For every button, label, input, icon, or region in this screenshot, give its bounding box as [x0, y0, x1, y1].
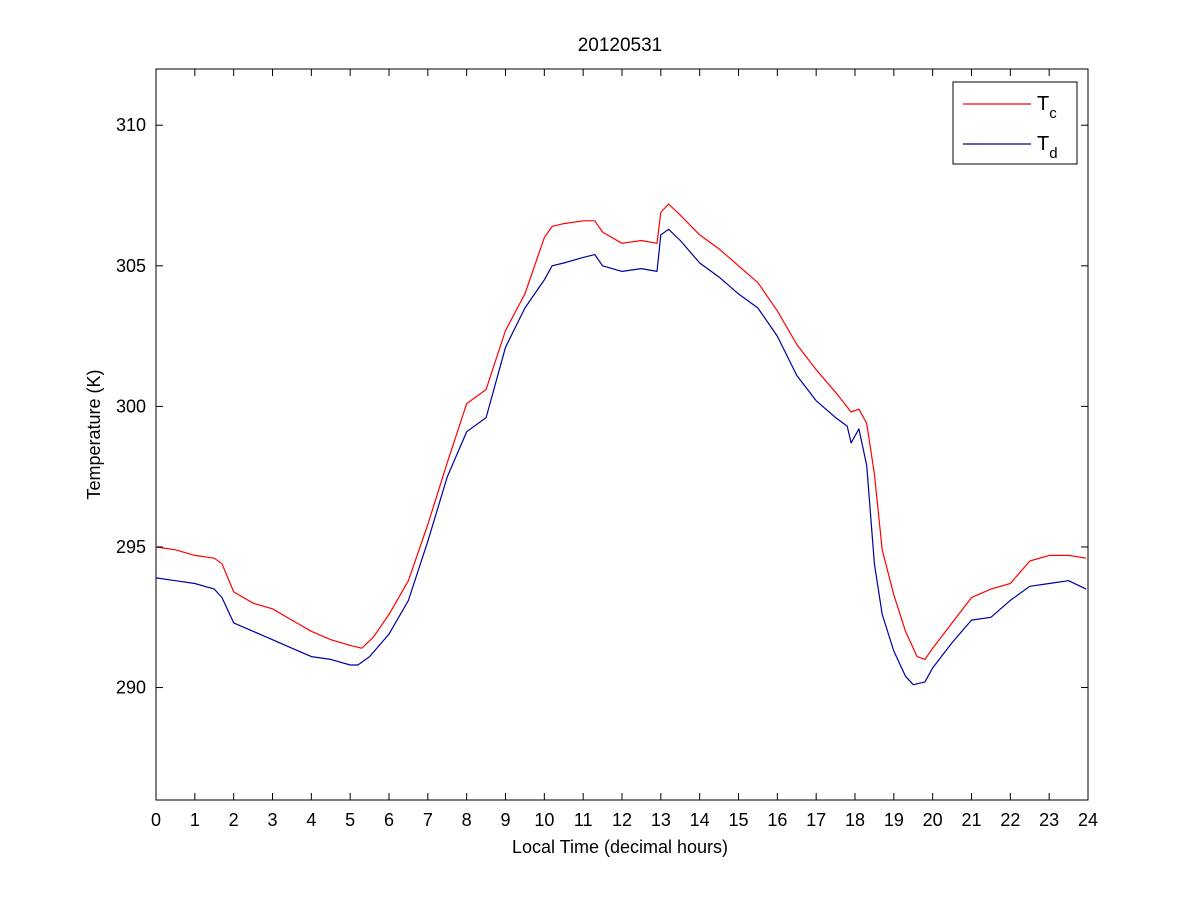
x-axis-title: Local Time (decimal hours): [512, 837, 728, 857]
legend-box: [952, 81, 1078, 165]
x-tick-label: 5: [345, 810, 355, 830]
x-tick-label: 24: [1078, 810, 1098, 830]
x-tick-label: 11: [574, 810, 593, 830]
series-line-tc: [155, 203, 1087, 661]
x-tick-label: 6: [384, 810, 394, 830]
chart-title: 20120531: [578, 35, 663, 56]
x-tick-label: 12: [612, 810, 632, 830]
y-tick-label: 300: [116, 396, 146, 416]
axis-layer: 0 1 2 3 4 5 6 7 8 9 10 11 12 13 14 15 16 17 18 19 20 21 22 23 24…: [116, 69, 1098, 830]
x-tick-label: 8: [462, 810, 472, 830]
x-tick-label: 18: [845, 810, 865, 830]
y-tick-label: 295: [116, 537, 146, 557]
x-tick-label: 21: [961, 810, 981, 830]
x-tick-label: 3: [267, 810, 277, 830]
x-tick-label: 4: [306, 810, 316, 830]
y-tick-label: 290: [116, 678, 146, 698]
series-layer: [155, 203, 1087, 686]
plot-area: [155, 68, 1089, 801]
x-tick-label: 14: [690, 810, 710, 830]
x-tick-label: 20: [923, 810, 943, 830]
x-tick-label: 23: [1039, 810, 1059, 830]
x-tick-label: 7: [423, 810, 433, 830]
x-tick-label: 17: [806, 810, 826, 830]
y-tick-label: 310: [116, 115, 146, 135]
series-line-td: [155, 228, 1087, 686]
y-axis-title: Temperature (K): [84, 369, 104, 499]
x-tick-label: 13: [651, 810, 671, 830]
y-tick-label: 305: [116, 256, 146, 276]
x-tick-label: 16: [767, 810, 787, 830]
x-tick-label: 0: [151, 810, 161, 830]
x-tick-label: 2: [229, 810, 239, 830]
x-tick-label: 1: [190, 810, 200, 830]
x-tick-label: 10: [534, 810, 554, 830]
x-tick-label: 9: [500, 810, 510, 830]
x-tick-label: 22: [1000, 810, 1020, 830]
x-tick-label: 19: [884, 810, 904, 830]
x-tick-label: 15: [728, 810, 748, 830]
